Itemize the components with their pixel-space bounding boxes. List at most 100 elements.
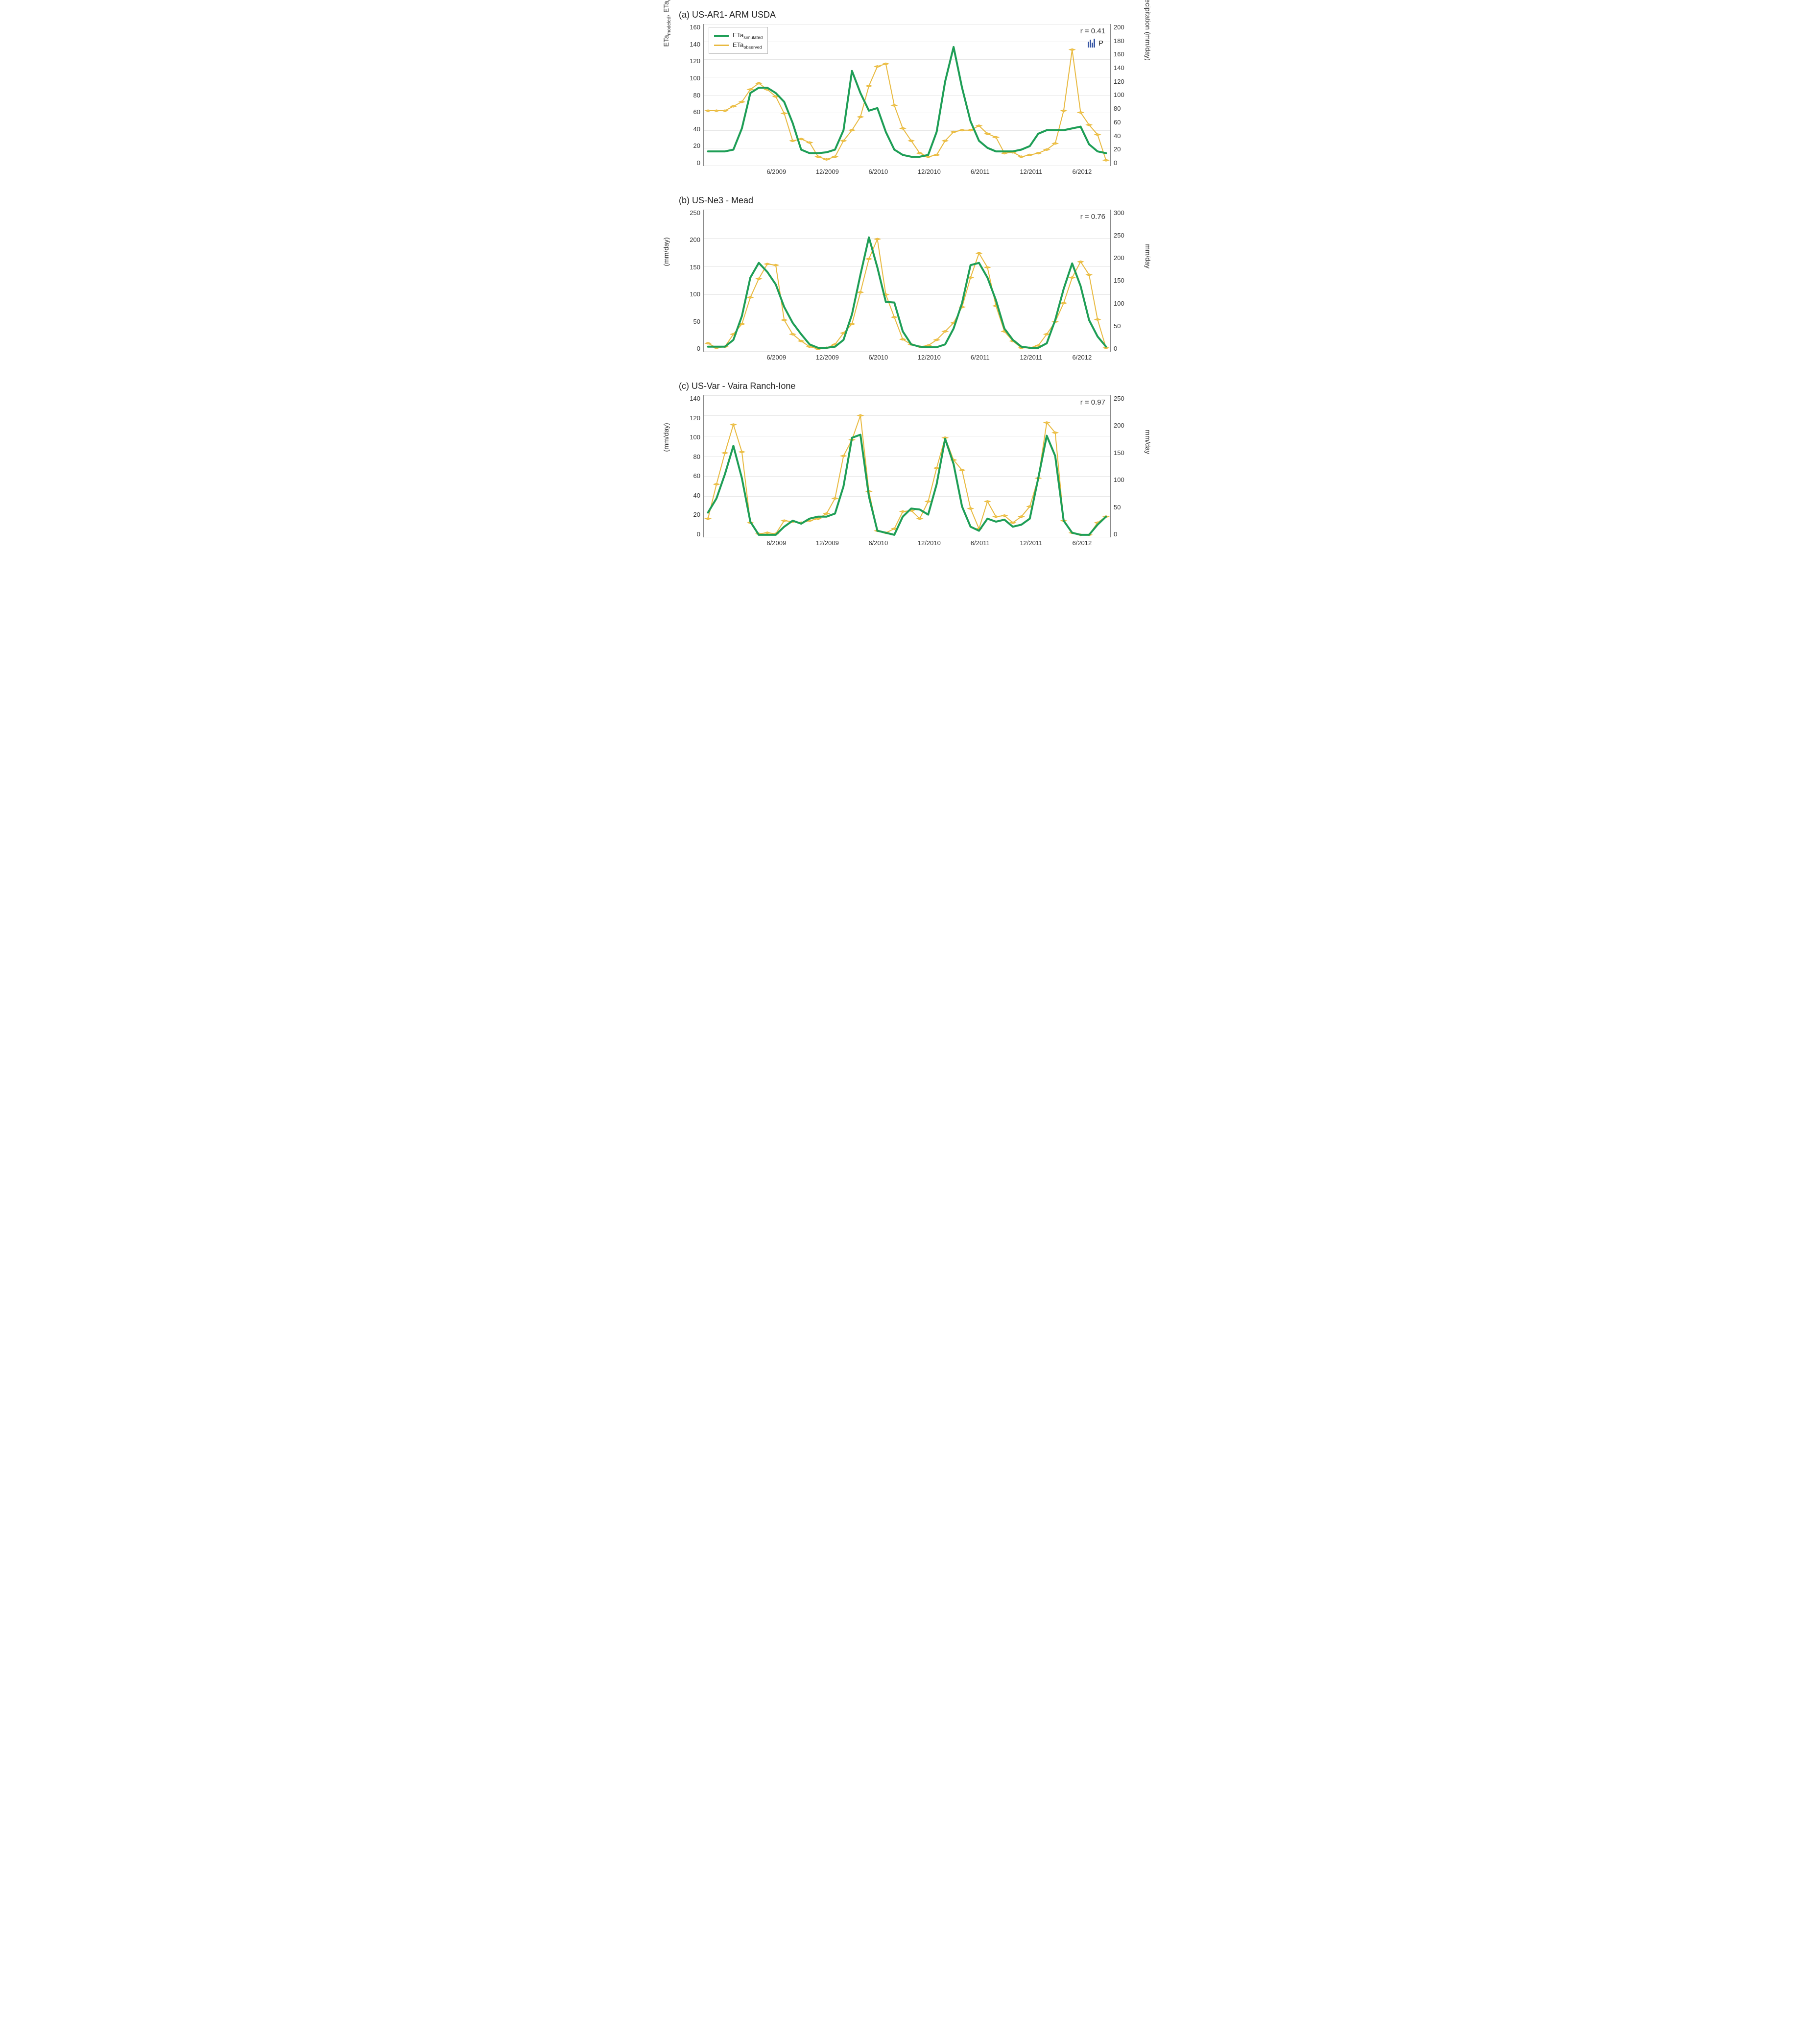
y2-tick: 250 [1114, 232, 1137, 239]
y-tick: 50 [677, 318, 700, 325]
y-tick: 20 [677, 143, 700, 149]
y2-tick: 40 [1114, 133, 1137, 139]
observed-marker [942, 331, 948, 333]
y2-tick: 100 [1114, 477, 1137, 483]
y2-tick: 180 [1114, 38, 1137, 44]
y2-tick: 50 [1114, 323, 1137, 329]
observed-marker [1052, 432, 1058, 433]
r-value: r = 0.41 [1080, 27, 1105, 35]
observed-marker [722, 452, 728, 454]
x-tick-label: 12/2010 [918, 539, 941, 547]
y-tick: 0 [677, 160, 700, 166]
y-tick: 100 [677, 75, 700, 81]
observed-marker [756, 82, 762, 84]
legend-swatch [714, 35, 729, 37]
panel-title: (b) US-Ne3 - Mead [679, 195, 1137, 206]
chart: 250200150100500(mm/day)r = 0.76300250200… [677, 210, 1137, 352]
y-tick: 60 [677, 473, 700, 479]
y2-tick: 150 [1114, 450, 1137, 456]
observed-line [708, 49, 1106, 160]
y2-tick: 200 [1114, 255, 1137, 261]
y2-tick: 250 [1114, 395, 1137, 402]
r-value: r = 0.97 [1080, 398, 1105, 407]
observed-marker [1044, 333, 1050, 335]
legend: ETasimulatedETaobserved [709, 27, 768, 54]
x-tick-label: 12/2009 [816, 539, 839, 547]
y2-tick: 100 [1114, 92, 1137, 98]
observed-marker [858, 414, 863, 416]
x-tick-label: 6/2009 [766, 354, 786, 361]
observed-marker [917, 518, 923, 520]
observed-marker [781, 319, 787, 321]
y-axis-right: 300250200150100500mm/day [1111, 210, 1137, 352]
figure: (a) US-AR1- ARM USDA16014012010080604020… [677, 10, 1137, 549]
y2-tick: 200 [1114, 422, 1137, 429]
x-tick-label: 12/2010 [918, 168, 941, 175]
y2-tick: 20 [1114, 146, 1137, 152]
y2-tick: 100 [1114, 300, 1137, 307]
observed-marker [1010, 522, 1016, 524]
observed-marker [790, 333, 796, 335]
x-tick-label: 12/2009 [816, 168, 839, 175]
observed-marker [1069, 277, 1075, 279]
observed-marker [858, 291, 863, 293]
observed-marker [925, 501, 931, 503]
y-axis-label: ETamodeled, ETaobserved (mm/day) [662, 0, 672, 47]
y-tick: 40 [677, 126, 700, 132]
x-tick-label: 12/2011 [1020, 354, 1042, 361]
observed-line [708, 239, 1106, 349]
y-axis-left: 140120100806040200(mm/day) [677, 395, 703, 537]
observed-marker [1044, 422, 1050, 424]
observed-marker [984, 266, 990, 268]
x-tick-label: 6/2009 [766, 168, 786, 175]
x-tick-label: 12/2010 [918, 354, 941, 361]
plot-area: r = 0.41 ETasimulatedETaobserved P [703, 24, 1111, 166]
y2-axis-label: mm/day [1144, 244, 1152, 268]
legend-p-bar [1088, 42, 1089, 48]
observed-marker [891, 316, 897, 318]
y-tick: 160 [677, 24, 700, 30]
y-tick: 100 [677, 291, 700, 297]
legend-item: ETasimulated [714, 31, 763, 40]
legend-precip: P [1088, 39, 1103, 48]
y2-tick: 50 [1114, 504, 1137, 510]
x-tick-label: 12/2009 [816, 354, 839, 361]
chart: 160140120100806040200ETamodeled, ETaobse… [677, 24, 1137, 166]
observed-marker [714, 110, 719, 112]
simulated-line [708, 238, 1106, 348]
observed-marker [739, 451, 745, 453]
observed-marker [747, 296, 753, 298]
legend-label: ETasimulated [733, 31, 763, 40]
observed-marker [832, 498, 838, 500]
plot-area: r = 0.76 [703, 210, 1111, 352]
observed-marker [1061, 110, 1067, 112]
observed-marker [1095, 318, 1100, 320]
y-tick: 80 [677, 92, 700, 98]
legend-p-bar [1092, 43, 1093, 48]
y2-tick: 60 [1114, 119, 1137, 125]
simulated-line [708, 47, 1106, 157]
y-axis-left: 160140120100806040200ETamodeled, ETaobse… [677, 24, 703, 166]
x-axis: 6/200912/20096/201012/20106/201112/20116… [730, 539, 1137, 549]
observed-marker [1019, 516, 1025, 518]
y-axis-right: 200180160140120100806040200Precipitation… [1111, 24, 1137, 166]
panel-c: (c) US-Var - Vaira Ranch-Ione14012010080… [677, 381, 1137, 549]
y-tick: 120 [677, 415, 700, 421]
x-tick-label: 6/2012 [1072, 354, 1092, 361]
x-tick-label: 6/2009 [766, 539, 786, 547]
observed-marker [959, 469, 965, 471]
x-tick-label: 6/2010 [868, 539, 888, 547]
observed-marker [841, 455, 847, 457]
y-tick: 40 [677, 492, 700, 499]
y-tick: 200 [677, 237, 700, 243]
y-tick: 0 [677, 345, 700, 352]
observed-marker [841, 140, 847, 142]
chart: 140120100806040200(mm/day)r = 0.97250200… [677, 395, 1137, 537]
y-tick: 140 [677, 395, 700, 402]
y-axis-right: 250200150100500mm/day [1111, 395, 1137, 537]
y-tick: 120 [677, 58, 700, 64]
x-tick-label: 12/2011 [1020, 539, 1042, 547]
x-tick-label: 6/2011 [971, 354, 990, 361]
observed-marker [714, 483, 719, 485]
observed-marker [1086, 124, 1092, 126]
